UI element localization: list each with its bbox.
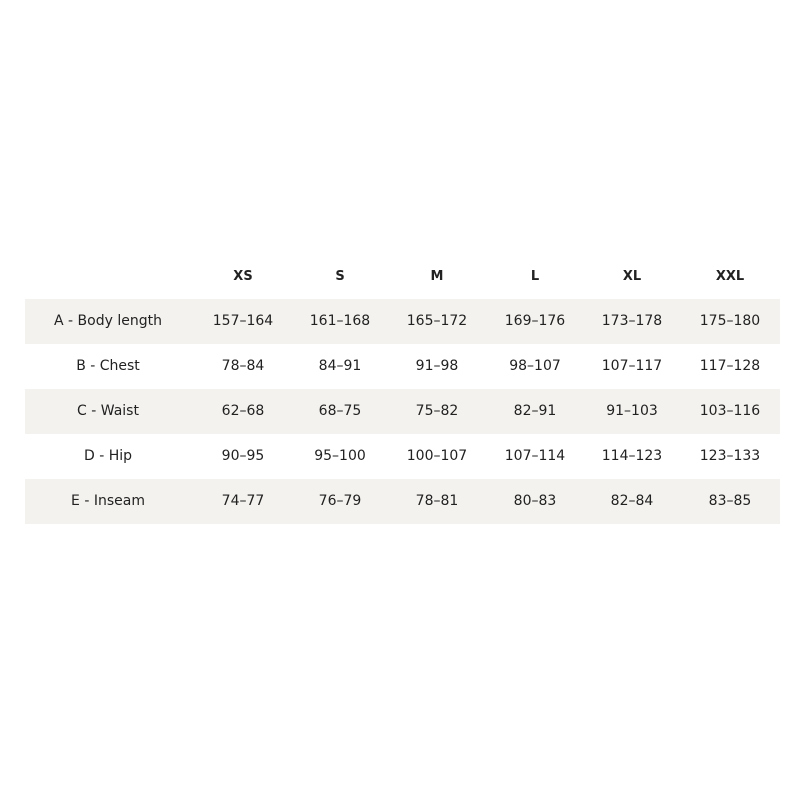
measurement: 91–98 xyxy=(415,358,459,374)
measurement: 80–83 xyxy=(513,493,557,509)
row-label: A - Body length xyxy=(54,313,162,329)
measurement: 165–172 xyxy=(406,313,468,329)
table-row: D - Hip 90–95 95–100 100–107 107–114 114–123 1… xyxy=(25,434,780,479)
measurement: 107–114 xyxy=(504,448,566,464)
row-label: B - Chest xyxy=(76,358,140,374)
measurement: 157–164 xyxy=(212,313,274,329)
measurement: 90–95 xyxy=(221,448,265,464)
header-row: XS S M L XL XXL xyxy=(25,254,780,299)
measurement: 100–107 xyxy=(406,448,468,464)
measurement: 78–81 xyxy=(415,493,459,509)
table-row: B - Chest 78–84 84–91 91–98 98–107 107–117 117… xyxy=(25,344,780,389)
measurement: 76–79 xyxy=(318,493,362,509)
measurement: 74–77 xyxy=(221,493,265,509)
measurement: 78–84 xyxy=(221,358,265,374)
size-table: XS S M L XL XXL A - Body length 157–164 161–168 1… xyxy=(25,254,780,524)
measurement: 117–128 xyxy=(699,358,761,374)
table-row: E - Inseam 74–77 76–79 78–81 80–83 82–84 83–85 xyxy=(25,479,780,524)
measurement: 114–123 xyxy=(601,448,663,464)
measurement: 173–178 xyxy=(601,313,663,329)
table-row: C - Waist 62–68 68–75 75–82 82–91 91–103 103–1… xyxy=(25,389,780,434)
size-header: S xyxy=(335,269,345,284)
measurement: 91–103 xyxy=(606,403,658,419)
measurement: 62–68 xyxy=(221,403,265,419)
row-label: D - Hip xyxy=(83,448,133,464)
measurement: 83–85 xyxy=(708,493,752,509)
measurement: 107–117 xyxy=(601,358,663,374)
size-header: XXL xyxy=(715,269,745,284)
size-header: XL xyxy=(622,269,642,284)
measurement: 175–180 xyxy=(699,313,761,329)
measurement: 123–133 xyxy=(699,448,761,464)
row-label: C - Waist xyxy=(77,403,139,419)
measurement: 161–168 xyxy=(309,313,371,329)
measurement: 95–100 xyxy=(314,448,366,464)
measurement: 103–116 xyxy=(699,403,761,419)
measurement: 75–82 xyxy=(415,403,459,419)
size-header: XS xyxy=(233,269,253,284)
measurement: 169–176 xyxy=(504,313,566,329)
row-label: E - Inseam xyxy=(71,493,145,509)
size-header: M xyxy=(430,269,444,284)
measurement: 82–84 xyxy=(610,493,654,509)
table-row: A - Body length 157–164 161–168 165–172 169–… xyxy=(25,299,780,344)
measurement: 68–75 xyxy=(318,403,362,419)
measurement: 84–91 xyxy=(318,358,362,374)
measurement: 82–91 xyxy=(513,403,557,419)
measurement: 98–107 xyxy=(509,358,561,374)
size-header: L xyxy=(530,269,540,284)
